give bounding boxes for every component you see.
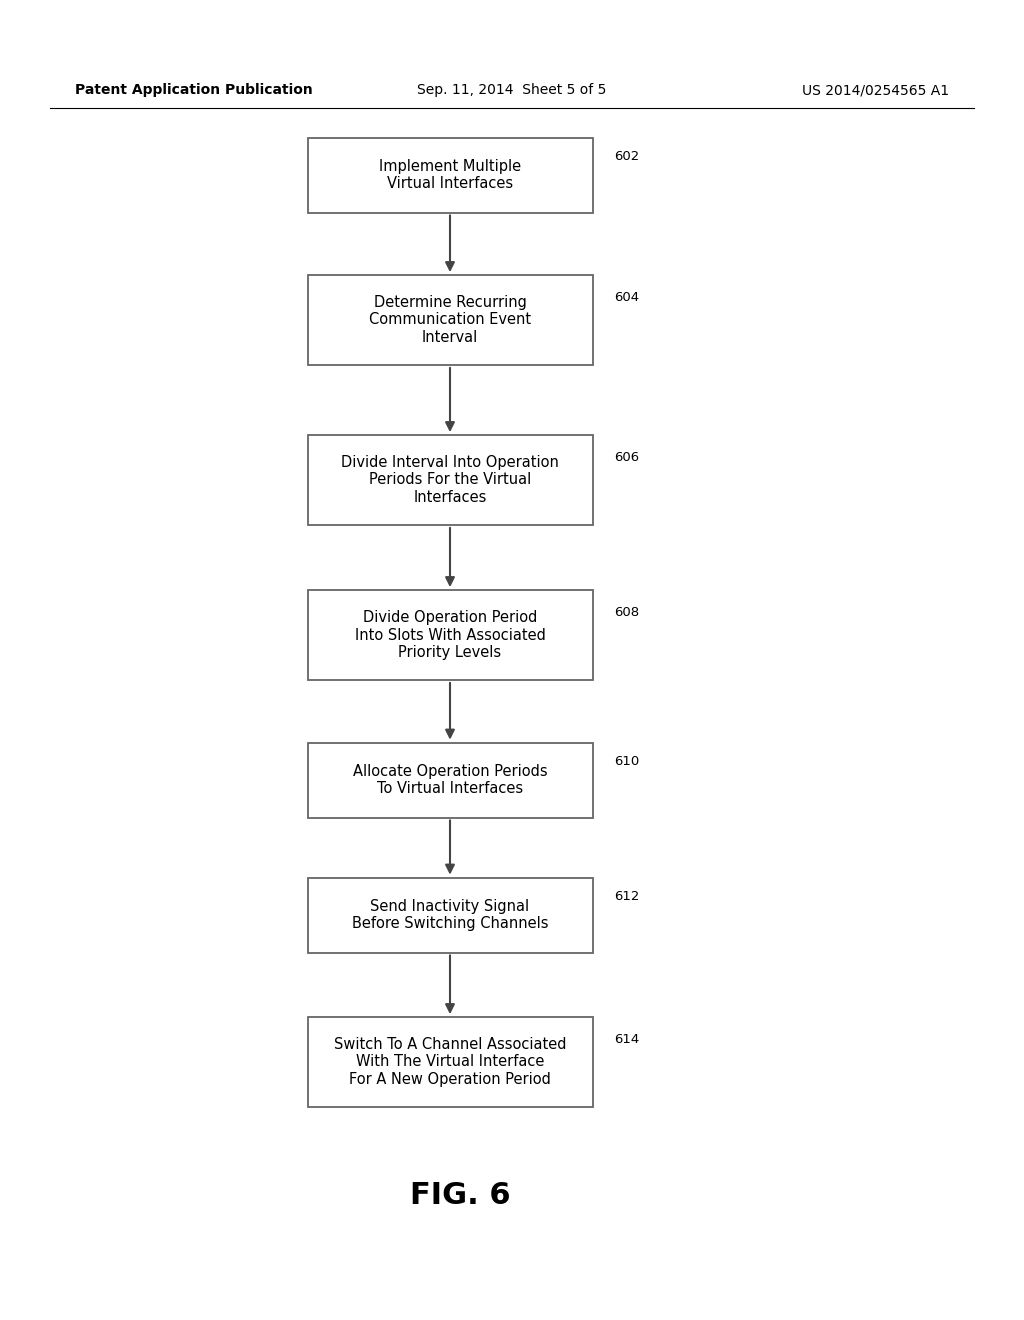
Text: Send Inactivity Signal
Before Switching Channels: Send Inactivity Signal Before Switching … bbox=[352, 899, 548, 931]
Text: Divide Operation Period
Into Slots With Associated
Priority Levels: Divide Operation Period Into Slots With … bbox=[354, 610, 546, 660]
Bar bbox=[307, 590, 593, 680]
Bar bbox=[307, 878, 593, 953]
Text: 612: 612 bbox=[614, 890, 640, 903]
Text: Implement Multiple
Virtual Interfaces: Implement Multiple Virtual Interfaces bbox=[379, 158, 521, 191]
Text: Switch To A Channel Associated
With The Virtual Interface
For A New Operation Pe: Switch To A Channel Associated With The … bbox=[334, 1038, 566, 1086]
Text: 610: 610 bbox=[614, 755, 640, 768]
Text: 602: 602 bbox=[614, 149, 640, 162]
Bar bbox=[307, 275, 593, 366]
Text: 608: 608 bbox=[614, 606, 640, 619]
Bar bbox=[307, 436, 593, 525]
Bar bbox=[307, 742, 593, 817]
Bar bbox=[307, 1016, 593, 1107]
Text: Determine Recurring
Communication Event
Interval: Determine Recurring Communication Event … bbox=[369, 296, 531, 345]
Text: Divide Interval Into Operation
Periods For the Virtual
Interfaces: Divide Interval Into Operation Periods F… bbox=[341, 455, 559, 504]
Text: Sep. 11, 2014  Sheet 5 of 5: Sep. 11, 2014 Sheet 5 of 5 bbox=[418, 83, 606, 96]
Text: Patent Application Publication: Patent Application Publication bbox=[75, 83, 312, 96]
Text: 614: 614 bbox=[614, 1034, 640, 1045]
Text: US 2014/0254565 A1: US 2014/0254565 A1 bbox=[802, 83, 949, 96]
Text: FIG. 6: FIG. 6 bbox=[411, 1180, 511, 1209]
Bar bbox=[307, 137, 593, 213]
Text: 606: 606 bbox=[614, 451, 640, 465]
Text: Allocate Operation Periods
To Virtual Interfaces: Allocate Operation Periods To Virtual In… bbox=[352, 764, 547, 796]
Text: 604: 604 bbox=[614, 290, 640, 304]
